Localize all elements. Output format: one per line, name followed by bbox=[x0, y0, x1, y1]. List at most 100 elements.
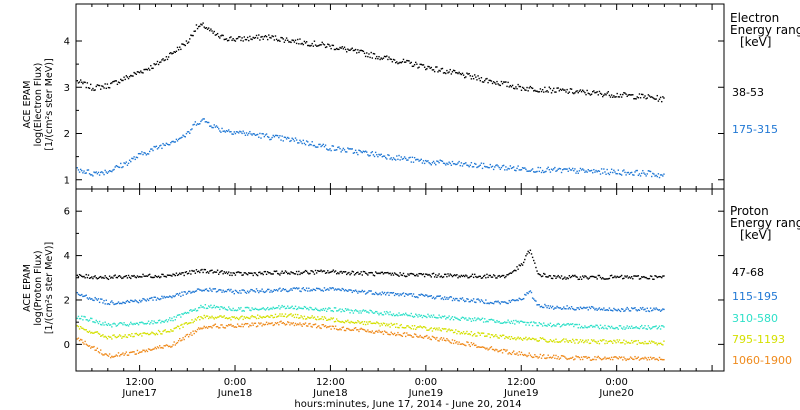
data-point bbox=[547, 323, 549, 326]
data-point bbox=[618, 356, 621, 358]
data-point bbox=[240, 325, 242, 328]
data-point bbox=[459, 343, 461, 345]
data-point bbox=[543, 171, 545, 174]
data-point bbox=[330, 317, 332, 319]
data-point bbox=[573, 340, 575, 342]
data-point bbox=[204, 268, 207, 271]
data-point bbox=[228, 317, 230, 320]
data-point bbox=[593, 358, 595, 361]
data-point bbox=[512, 299, 515, 301]
data-point bbox=[331, 309, 333, 312]
data-point bbox=[453, 299, 456, 301]
data-point bbox=[494, 301, 496, 303]
data-point bbox=[218, 316, 220, 318]
data-point bbox=[633, 174, 635, 176]
data-point bbox=[600, 308, 603, 310]
data-point bbox=[219, 271, 221, 274]
data-point bbox=[567, 308, 569, 310]
data-point bbox=[429, 274, 431, 277]
data-point bbox=[126, 277, 129, 279]
data-point bbox=[372, 332, 375, 334]
data-point bbox=[589, 359, 592, 361]
data-point bbox=[374, 291, 377, 294]
data-point bbox=[487, 320, 489, 323]
data-point bbox=[166, 58, 169, 61]
data-point bbox=[253, 316, 256, 318]
data-point bbox=[662, 325, 664, 327]
y-tick-label: 0 bbox=[64, 340, 70, 351]
data-point bbox=[169, 317, 171, 319]
data-point bbox=[492, 335, 495, 338]
data-point bbox=[644, 308, 646, 310]
data-point bbox=[386, 55, 388, 57]
data-point bbox=[273, 136, 276, 138]
data-point bbox=[192, 309, 194, 311]
data-point bbox=[598, 307, 601, 309]
data-point bbox=[443, 296, 446, 298]
data-point bbox=[374, 330, 377, 333]
data-point bbox=[287, 290, 289, 293]
data-point bbox=[568, 324, 571, 326]
data-point bbox=[123, 301, 125, 304]
data-point bbox=[262, 307, 264, 309]
data-point bbox=[287, 321, 289, 323]
data-point bbox=[462, 74, 465, 76]
data-point bbox=[425, 273, 427, 275]
data-point bbox=[367, 311, 369, 313]
data-point bbox=[533, 356, 535, 358]
data-point bbox=[515, 86, 517, 88]
data-point bbox=[113, 355, 115, 358]
data-point bbox=[497, 165, 499, 167]
data-point bbox=[347, 48, 349, 50]
data-point bbox=[93, 299, 95, 302]
data-point bbox=[213, 124, 215, 126]
data-point bbox=[653, 278, 655, 281]
data-point bbox=[628, 173, 631, 175]
data-point bbox=[215, 317, 218, 319]
data-point bbox=[215, 125, 218, 127]
data-point bbox=[312, 309, 315, 311]
data-point bbox=[566, 305, 568, 307]
data-point bbox=[189, 322, 191, 324]
data-point bbox=[636, 96, 638, 98]
data-point bbox=[310, 307, 312, 309]
data-point bbox=[603, 168, 605, 170]
data-point bbox=[302, 307, 305, 310]
data-point bbox=[352, 49, 355, 52]
data-point bbox=[295, 287, 298, 289]
data-point bbox=[85, 294, 87, 296]
data-point bbox=[319, 288, 321, 290]
data-point bbox=[141, 71, 143, 74]
data-point bbox=[507, 353, 509, 355]
data-point bbox=[645, 98, 647, 100]
data-point bbox=[484, 335, 486, 337]
data-point bbox=[584, 275, 586, 277]
data-point bbox=[133, 71, 135, 74]
data-point bbox=[382, 333, 385, 335]
data-point bbox=[363, 320, 366, 323]
data-point bbox=[470, 161, 473, 164]
data-point bbox=[426, 294, 428, 297]
data-point bbox=[246, 273, 249, 276]
data-point bbox=[98, 320, 101, 323]
data-point bbox=[82, 327, 84, 330]
data-point bbox=[596, 342, 598, 344]
data-point bbox=[418, 326, 420, 328]
data-point bbox=[92, 346, 94, 348]
data-point bbox=[173, 295, 175, 298]
data-point bbox=[143, 298, 145, 300]
data-point bbox=[111, 355, 113, 358]
data-point bbox=[232, 316, 234, 319]
data-point bbox=[238, 132, 240, 134]
data-point bbox=[457, 330, 459, 333]
data-point bbox=[450, 274, 453, 276]
data-point bbox=[214, 271, 217, 273]
data-point bbox=[215, 325, 218, 328]
data-point bbox=[200, 120, 202, 123]
data-point bbox=[283, 136, 286, 138]
data-point bbox=[147, 153, 150, 155]
data-point bbox=[102, 276, 104, 279]
data-point bbox=[392, 58, 395, 61]
data-point bbox=[180, 137, 182, 139]
data-point bbox=[392, 274, 395, 276]
